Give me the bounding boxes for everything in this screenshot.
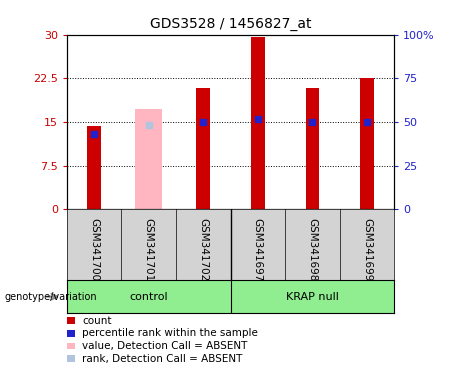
- Text: GSM341699: GSM341699: [362, 218, 372, 281]
- Bar: [251, 38, 265, 209]
- Text: genotype/variation: genotype/variation: [5, 291, 97, 302]
- Bar: [135, 109, 162, 209]
- Text: GSM341702: GSM341702: [198, 218, 208, 281]
- Text: KRAP null: KRAP null: [286, 291, 339, 302]
- Bar: [87, 126, 101, 209]
- Text: GSM341701: GSM341701: [144, 218, 154, 281]
- Text: GSM341698: GSM341698: [307, 218, 317, 281]
- Bar: [360, 78, 374, 209]
- Text: control: control: [130, 291, 168, 302]
- Text: rank, Detection Call = ABSENT: rank, Detection Call = ABSENT: [82, 354, 242, 364]
- Text: GSM341700: GSM341700: [89, 218, 99, 281]
- Bar: [196, 88, 210, 209]
- Bar: [306, 88, 319, 209]
- Text: value, Detection Call = ABSENT: value, Detection Call = ABSENT: [82, 341, 248, 351]
- Text: count: count: [82, 316, 112, 326]
- Text: percentile rank within the sample: percentile rank within the sample: [82, 328, 258, 338]
- Text: GDS3528 / 1456827_at: GDS3528 / 1456827_at: [150, 17, 311, 31]
- Text: GSM341697: GSM341697: [253, 218, 263, 281]
